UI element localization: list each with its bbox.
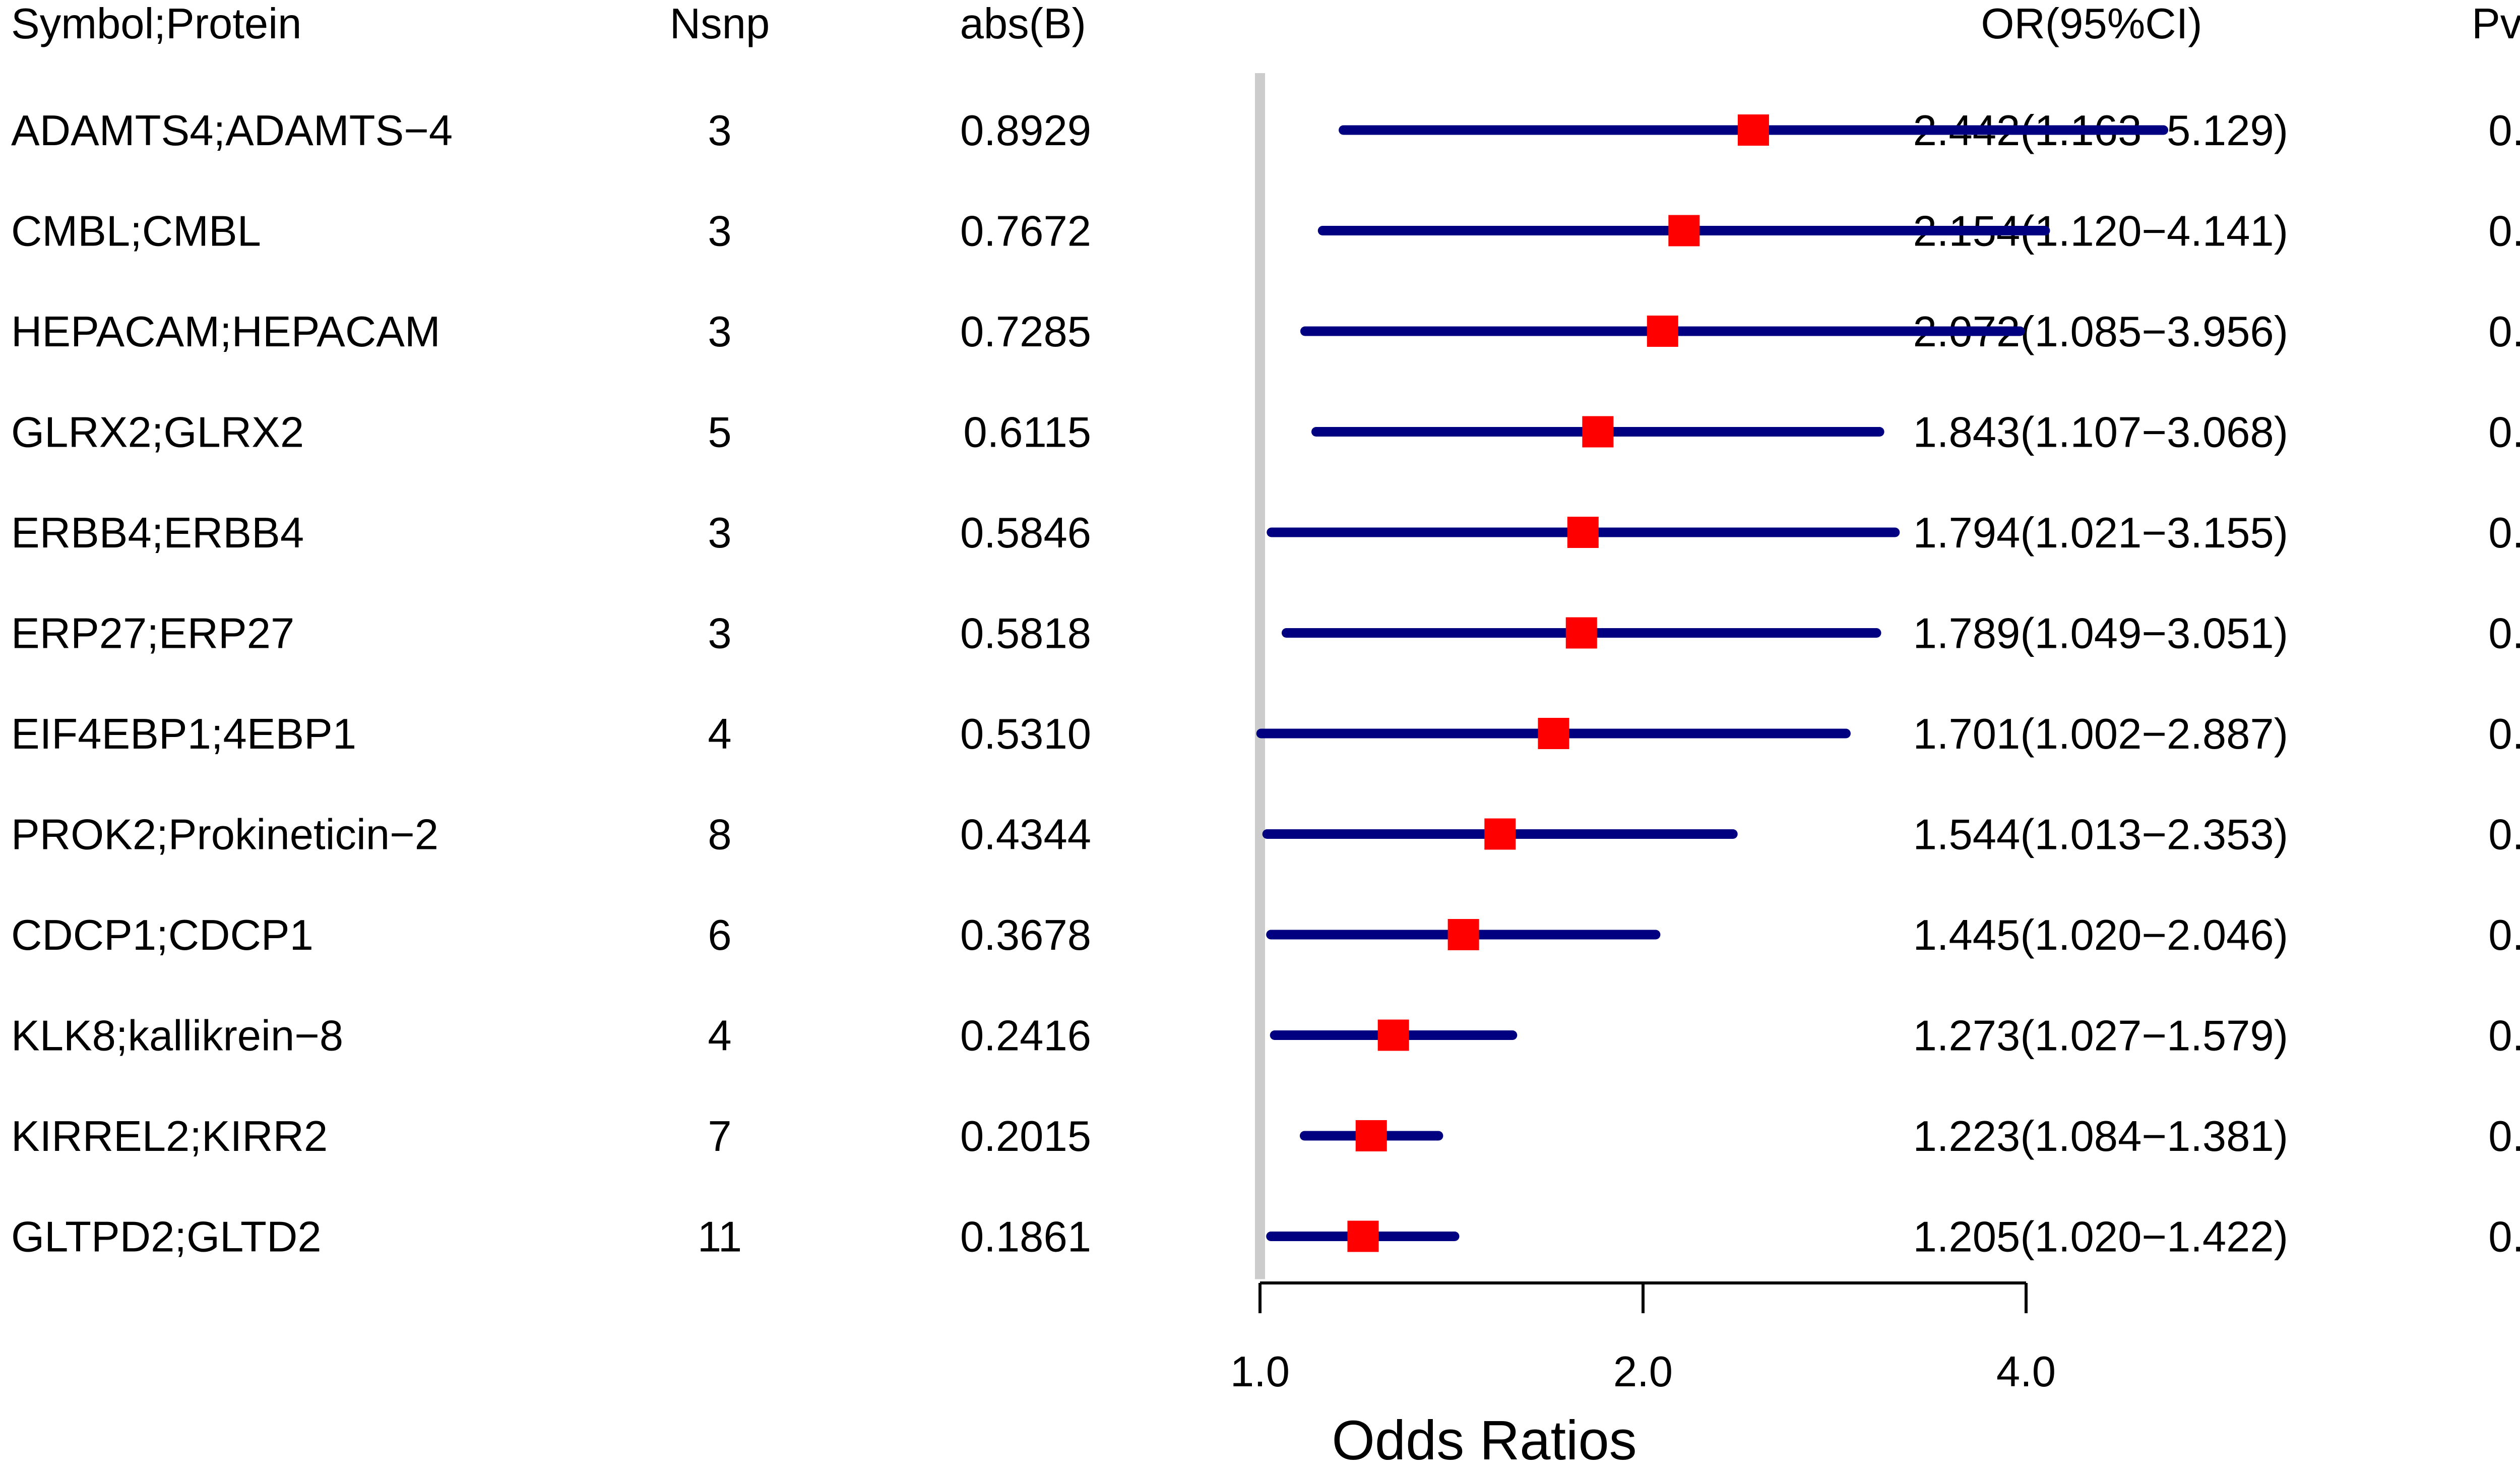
- row-or-ci: 1.544(1.013−2.353): [1913, 811, 2288, 859]
- row-nsnp: 3: [708, 308, 731, 356]
- forest-row: KIRREL2;KIRR2 7 0.2015 1.223(1.084−1.381) 0.…: [11, 1113, 2520, 1160]
- row-label: GLRX2;GLRX2: [11, 409, 304, 457]
- row-label: ERBB4;ERBB4: [11, 509, 304, 557]
- row-label: KLK8;kallikrein−8: [11, 1012, 343, 1060]
- row-label: HEPACAM;HEPACAM: [11, 308, 440, 356]
- row-absb: 0.2416: [960, 1012, 1091, 1060]
- row-or-ci: 1.789(1.049−3.051): [1913, 610, 2288, 658]
- row-nsnp: 8: [708, 811, 731, 859]
- row-label: EIF4EBP1;4EBP1: [11, 710, 356, 758]
- row-absb: 0.7672: [960, 208, 1091, 256]
- forest-row: KLK8;kallikrein−8 4 0.2416 1.273(1.027−1.57…: [11, 1012, 2520, 1060]
- forest-rows: ADAMTS4;ADAMTS−4 3 0.8929 2.442(1.163−5.129…: [11, 107, 2520, 1261]
- forest-row: ADAMTS4;ADAMTS−4 3 0.8929 2.442(1.163−5.129…: [11, 107, 2520, 155]
- header-pvalue: Pvalue: [2472, 0, 2520, 48]
- row-absb: 0.5818: [960, 610, 1091, 658]
- row-label: KIRREL2;KIRR2: [11, 1113, 328, 1160]
- row-absb: 0.5310: [960, 710, 1091, 758]
- header-or: OR(95%CI): [1981, 0, 2202, 48]
- point-estimate-marker: [1377, 1019, 1409, 1051]
- row-pvalue: 0.049: [2488, 710, 2520, 758]
- forest-row: ERBB4;ERBB4 3 0.5846 1.794(1.021−3.155) 0.04…: [11, 509, 2520, 557]
- row-nsnp: 4: [708, 710, 731, 758]
- row-absb: 0.3678: [960, 911, 1091, 959]
- row-nsnp: 11: [698, 1213, 742, 1261]
- row-nsnp: 3: [708, 107, 731, 155]
- point-estimate-marker: [1447, 919, 1479, 950]
- row-or-ci: 1.701(1.002−2.887): [1913, 710, 2288, 758]
- row-pvalue: 0.018: [2488, 107, 2520, 155]
- row-pvalue: 0.019: [2488, 409, 2520, 457]
- row-pvalue: 0.042: [2488, 509, 2520, 557]
- forest-row: PROK2;Prokineticin−2 8 0.4344 1.544(1.013−2…: [11, 811, 2520, 859]
- row-or-ci: 1.223(1.084−1.381): [1913, 1113, 2288, 1160]
- forest-row: EIF4EBP1;4EBP1 4 0.5310 1.701(1.002−2.887) 0…: [11, 710, 2520, 758]
- header-absb: abs(B): [960, 0, 1086, 48]
- row-or-ci: 1.445(1.020−2.046): [1913, 911, 2288, 959]
- row-label: PROK2;Prokineticin−2: [11, 811, 438, 859]
- point-estimate-marker: [1582, 416, 1614, 448]
- row-absb: 0.7285: [960, 308, 1091, 356]
- row-or-ci: 1.843(1.107−3.068): [1913, 409, 2288, 457]
- point-estimate-marker: [1647, 316, 1678, 347]
- row-absb: 0.6115: [963, 409, 1091, 457]
- row-nsnp: 7: [708, 1113, 731, 1160]
- row-pvalue: 0.001: [2488, 1113, 2520, 1160]
- point-estimate-marker: [1668, 215, 1700, 247]
- x-tick-label: 2.0: [1613, 1348, 1673, 1396]
- row-pvalue: 0.027: [2488, 308, 2520, 356]
- row-absb: 0.4344: [960, 811, 1091, 859]
- row-or-ci: 1.205(1.020−1.422): [1913, 1213, 2288, 1261]
- row-pvalue: 0.021: [2488, 208, 2520, 256]
- x-axis-title: Odds Ratios: [1332, 1409, 1636, 1471]
- row-label: ADAMTS4;ADAMTS−4: [11, 107, 453, 155]
- x-tick-label: 4.0: [1996, 1348, 2056, 1396]
- row-label: CMBL;CMBL: [11, 208, 261, 256]
- row-label: GLTPD2;GLTD2: [11, 1213, 322, 1261]
- point-estimate-marker: [1538, 718, 1569, 749]
- point-estimate-marker: [1355, 1120, 1387, 1151]
- row-pvalue: 0.043: [2488, 811, 2520, 859]
- point-estimate-marker: [1347, 1220, 1379, 1252]
- forest-row: ERP27;ERP27 3 0.5818 1.789(1.049−3.051) 0.03…: [11, 610, 2520, 658]
- forest-row: HEPACAM;HEPACAM 3 0.7285 2.072(1.085−3.956)…: [11, 308, 2520, 356]
- x-tick-label: 1.0: [1230, 1348, 1290, 1396]
- point-estimate-marker: [1737, 114, 1769, 146]
- row-nsnp: 5: [708, 409, 731, 457]
- column-headers: Symbol;Protein Nsnp abs(B) OR(95%CI) Pva…: [11, 0, 2520, 48]
- row-nsnp: 3: [708, 208, 731, 256]
- row-pvalue: 0.028: [2488, 1213, 2520, 1261]
- forest-row: GLRX2;GLRX2 5 0.6115 1.843(1.107−3.068) 0.01…: [11, 409, 2520, 457]
- row-label: ERP27;ERP27: [11, 610, 294, 658]
- header-nsnp: Nsnp: [670, 0, 770, 48]
- point-estimate-marker: [1484, 818, 1516, 850]
- row-nsnp: 4: [708, 1012, 731, 1060]
- x-axis: 1.0 2.0 4.0: [1230, 1281, 2056, 1396]
- forest-row: CDCP1;CDCP1 6 0.3678 1.445(1.020−2.046) 0.03…: [11, 911, 2520, 959]
- point-estimate-marker: [1567, 517, 1599, 548]
- row-absb: 0.8929: [960, 107, 1091, 155]
- row-label: CDCP1;CDCP1: [11, 911, 313, 959]
- header-label: Symbol;Protein: [11, 0, 301, 48]
- row-pvalue: 0.028: [2488, 1012, 2520, 1060]
- row-absb: 0.5846: [960, 509, 1091, 557]
- row-or-ci: 1.273(1.027−1.579): [1913, 1012, 2288, 1060]
- point-estimate-marker: [1565, 617, 1597, 649]
- row-pvalue: 0.033: [2488, 610, 2520, 658]
- row-absb: 0.1861: [960, 1213, 1091, 1261]
- row-pvalue: 0.038: [2488, 911, 2520, 959]
- row-or-ci: 1.794(1.021−3.155): [1913, 509, 2288, 557]
- row-absb: 0.2015: [960, 1113, 1091, 1160]
- row-nsnp: 6: [708, 911, 731, 959]
- row-nsnp: 3: [708, 509, 731, 557]
- forest-row: GLTPD2;GLTD2 11 0.1861 1.205(1.020−1.422) 0.…: [11, 1213, 2520, 1261]
- row-nsnp: 3: [708, 610, 731, 658]
